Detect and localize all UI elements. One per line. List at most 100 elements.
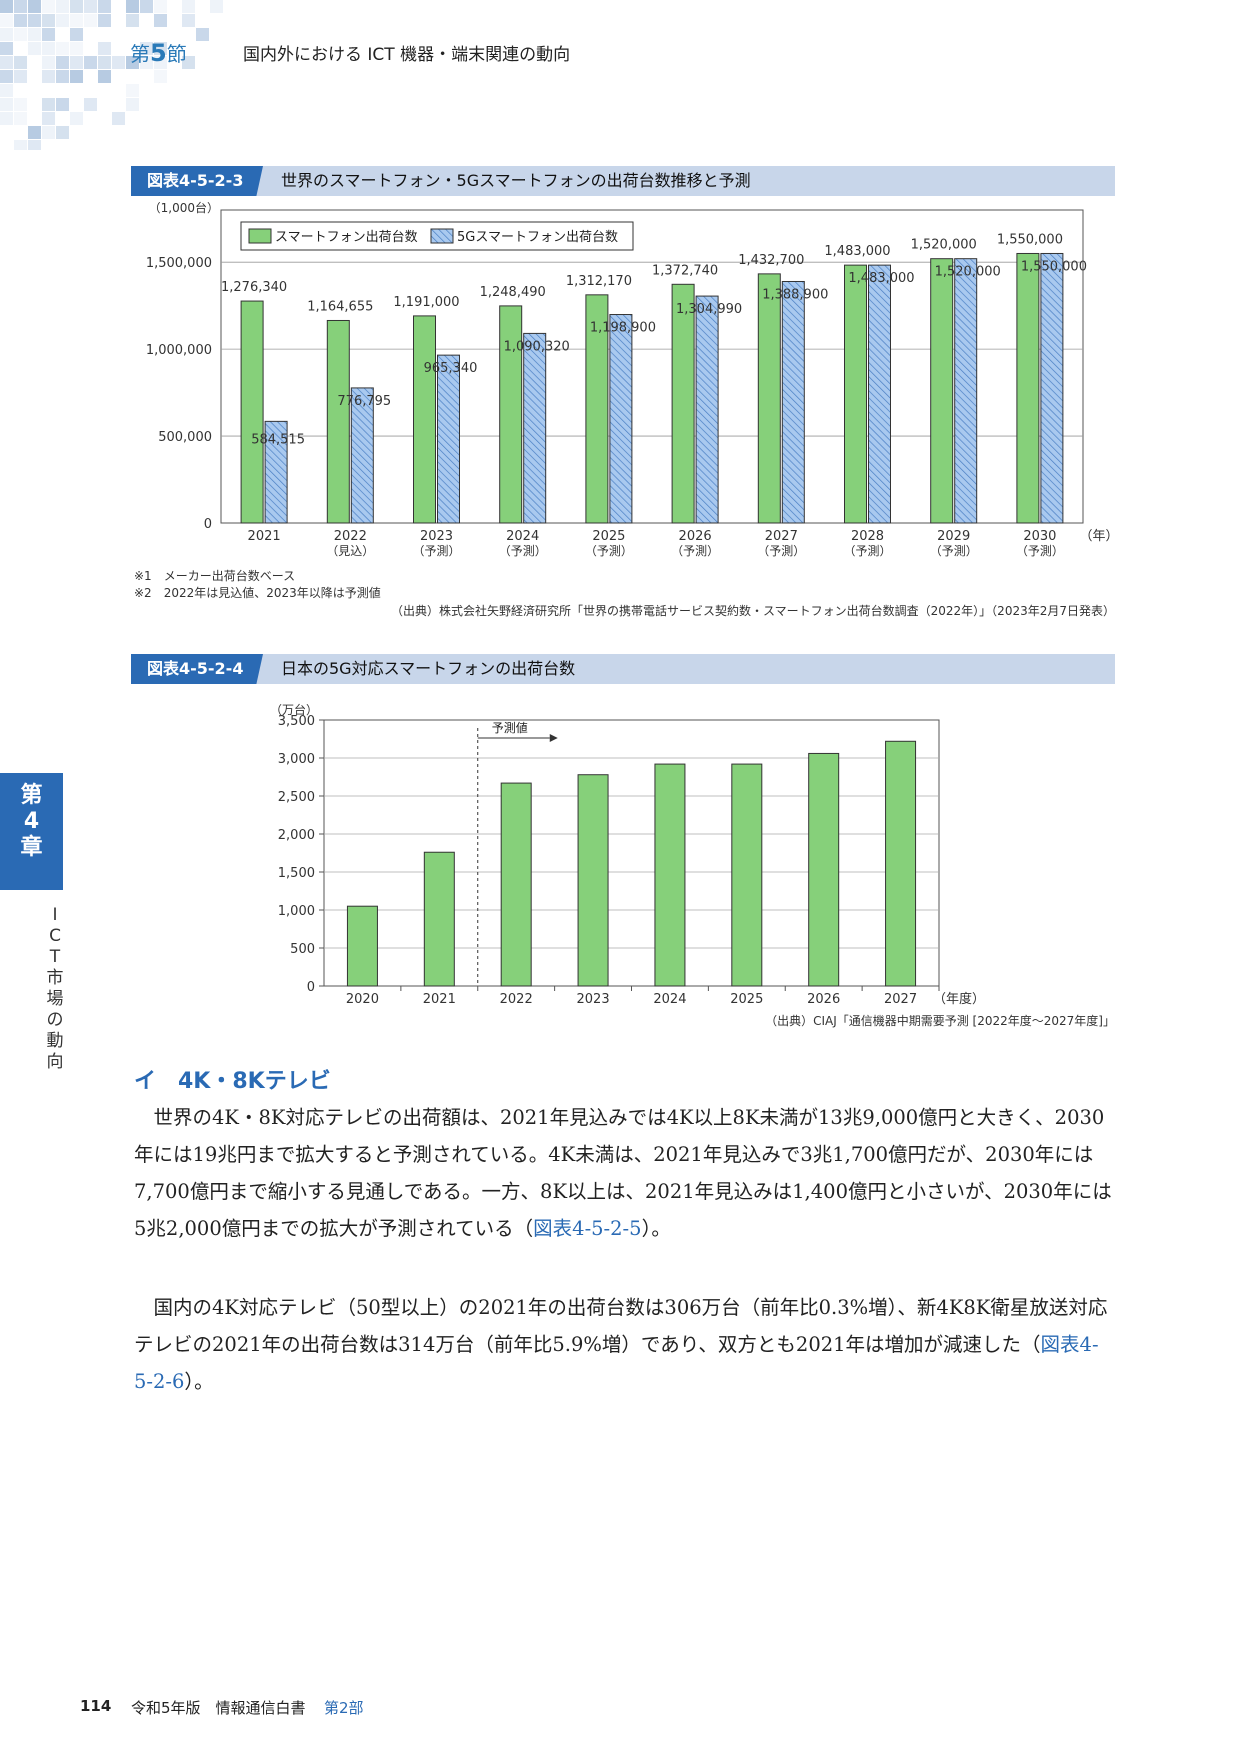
x-tick-label: 2029	[937, 529, 970, 544]
data-label-smartphone: 1,312,170	[566, 274, 632, 289]
paragraph-1: 世界の4K・8K対応テレビの出荷額は、2021年見込みでは4K以上8K未満が13…	[134, 1106, 1112, 1240]
bar-5g-shipments	[808, 752, 840, 987]
x-tick-label: 2022	[334, 529, 367, 544]
chapter-char: 第	[20, 783, 43, 808]
bar-5g-smartphone	[437, 354, 460, 524]
data-label-5g: 1,483,000	[848, 271, 914, 286]
data-label-5g: 965,340	[424, 361, 478, 376]
bar-smartphone	[671, 283, 695, 524]
figure-ref-4-5-2-5[interactable]: 図表4-5-2-5	[533, 1217, 642, 1240]
bar-smartphone	[1016, 252, 1040, 524]
x-tick-label: 2027	[765, 529, 798, 544]
paragraph-2: 国内の4K対応テレビ（50型以上）の2021年の出荷台数は306万台（前年比0.…	[134, 1296, 1108, 1393]
x-tick-sublabel: （予測）	[499, 544, 547, 558]
data-label-smartphone: 1,372,740	[652, 263, 718, 278]
data-label-smartphone: 1,483,000	[824, 244, 890, 259]
data-label-smartphone: 1,550,000	[997, 232, 1063, 247]
x-tick-label: 2022	[500, 992, 533, 1007]
x-tick-label: 2024	[653, 992, 686, 1007]
x-tick-sublabel: （予測）	[843, 544, 891, 558]
x-tick-label: 2023	[577, 992, 610, 1007]
data-label-5g: 1,090,320	[504, 339, 570, 354]
side-title-char: 動	[46, 1031, 64, 1051]
plot-area	[220, 209, 1084, 524]
legend-label-5g: 5Gスマートフォン出荷台数	[457, 230, 618, 245]
side-title-char: I	[52, 905, 58, 925]
y-unit-label: （1,000台）	[149, 200, 219, 215]
x-tick-sublabel: （見込）	[326, 544, 374, 558]
chapter-char: 章	[20, 835, 43, 860]
bar-5g-smartphone	[350, 387, 374, 524]
bar-5g-smartphone	[781, 280, 805, 524]
legend-swatch-smartphone	[248, 228, 272, 244]
chart-world-smartphone-shipments: 0 500,000 1,000,000 1,500,000 （1,000台） 1,276,…	[146, 200, 1115, 558]
y-tick-label: 1,500,000	[146, 256, 212, 271]
figure-ref-4-5-2-6[interactable]: 図表4-5-2-6	[134, 1333, 1099, 1393]
section-i-heading: イ 4K・8Kテレビ	[134, 1069, 331, 1094]
bar-5g-shipments	[423, 851, 455, 987]
legend-swatch-5g	[430, 228, 454, 244]
chapter-char: 4	[23, 809, 40, 834]
y-tick-label: 0	[307, 980, 315, 995]
side-title-char: 市	[46, 968, 64, 988]
bar-5g-smartphone	[264, 420, 288, 524]
x-tick-label: 2021	[248, 529, 281, 544]
x-tick-label: 2020	[346, 992, 379, 1007]
figure1-note-1: ※1 メーカー出荷台数ベース	[134, 569, 296, 583]
side-title-char: 向	[46, 1052, 64, 1072]
forecast-annotation: 予測値	[492, 720, 528, 735]
x-tick-sublabel: （予測）	[1016, 544, 1064, 558]
figure2-title: 日本の5G対応スマートフォンの出荷台数	[281, 659, 576, 678]
x-tick-label: 2028	[851, 529, 884, 544]
data-label-smartphone: 1,191,000	[393, 295, 459, 310]
data-label-smartphone: 1,164,655	[307, 299, 373, 314]
x-tick-label: 2024	[506, 529, 539, 544]
data-label-5g: 776,795	[337, 394, 391, 409]
side-title-char: 場	[46, 989, 64, 1009]
y-tick-label: 1,000,000	[146, 343, 212, 358]
data-label-smartphone: 1,520,000	[911, 238, 977, 253]
x-tick-sublabel: （予測）	[671, 544, 719, 558]
x-tick-sublabel: （予測）	[585, 544, 633, 558]
y-tick-label: 2,000	[278, 828, 315, 843]
x-tick-sublabel: （予測）	[757, 544, 805, 558]
y-tick-label: 500	[290, 942, 315, 957]
bar-smartphone	[585, 294, 609, 524]
data-label-smartphone: 1,432,700	[738, 253, 804, 268]
y-tick-label: 500,000	[158, 430, 212, 445]
bar-5g-smartphone	[868, 264, 891, 524]
y-tick-label: 1,500	[278, 866, 315, 881]
y-tick-label: 3,500	[278, 714, 315, 729]
bar-smartphone	[930, 258, 954, 524]
footer-publication: 令和5年版 情報通信白書	[131, 1699, 306, 1717]
figure1-note-2: ※2 2022年は見込値、2023年以降は予測値	[134, 586, 381, 600]
data-label-5g: 1,388,900	[762, 287, 828, 302]
data-label-5g: 1,198,900	[590, 321, 656, 336]
y-tick-label: 0	[204, 517, 212, 532]
x-unit-label: （年度）	[933, 991, 985, 1007]
plot-area	[323, 719, 940, 987]
side-title-char: C	[49, 926, 61, 946]
side-title-char: T	[49, 947, 61, 967]
section-label: 第5節	[130, 39, 187, 67]
x-tick-label: 2030	[1023, 529, 1056, 544]
bar-smartphone	[844, 264, 867, 524]
x-tick-label: 2025	[592, 529, 625, 544]
forecast-arrowhead	[549, 734, 558, 742]
chapter-side-tab: 第 4 章	[0, 773, 63, 890]
bar-5g-shipments	[654, 763, 686, 987]
x-tick-label: 2027	[884, 992, 917, 1007]
bar-5g-smartphone	[523, 332, 547, 524]
legend-label-smartphone: スマートフォン出荷台数	[275, 230, 418, 245]
data-label-5g: 1,304,990	[676, 302, 742, 317]
x-tick-label: 2026	[679, 529, 712, 544]
bar-5g-shipments	[500, 782, 532, 987]
bar-5g-smartphone	[695, 295, 719, 524]
chart-japan-5g-smartphone-shipments: 0 500 1,000 1,500 2,000 2,500 3,000 3,500（万台） 20…	[270, 702, 985, 1007]
bar-smartphone	[240, 300, 264, 524]
bar-5g-smartphone	[1040, 252, 1064, 524]
bar-5g-shipments	[346, 905, 378, 987]
bar-5g-smartphone	[609, 314, 633, 524]
figure1-source: （出典）株式会社矢野経済研究所「世界の携帯電話サービス契約数・スマートフォン出荷…	[391, 604, 1115, 618]
figure1-title: 世界のスマートフォン・5Gスマートフォンの出荷台数推移と予測	[281, 171, 751, 190]
